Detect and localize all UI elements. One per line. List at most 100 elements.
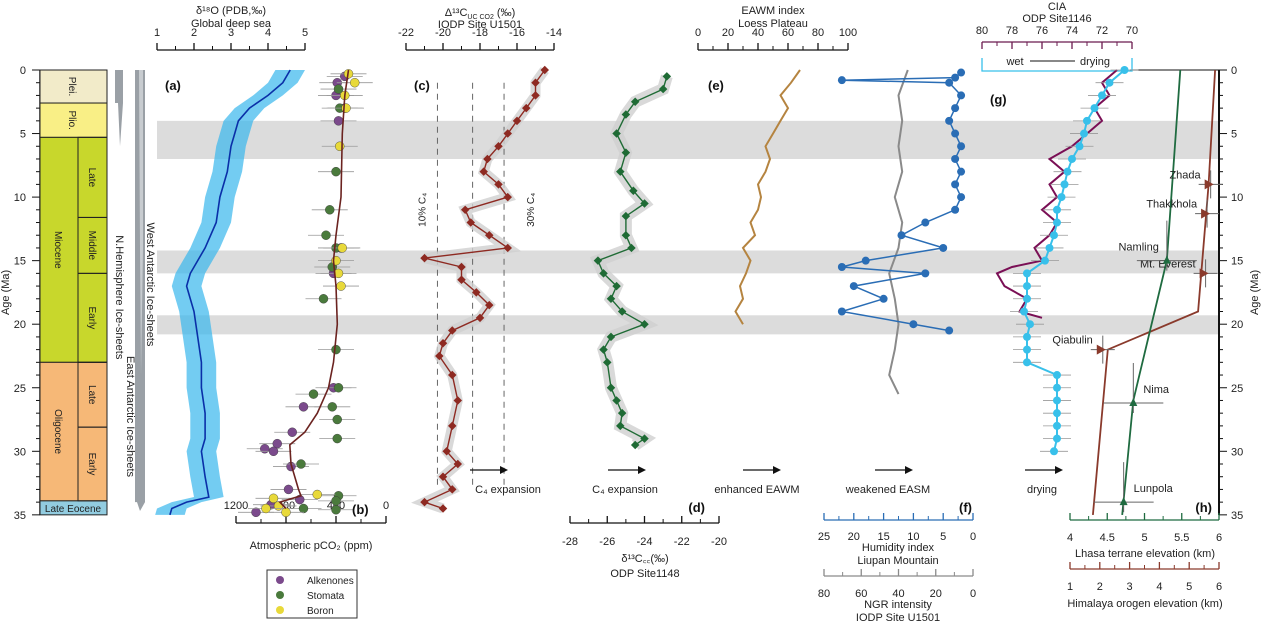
age-tick-label: 10: [1231, 192, 1243, 204]
pco2-point-boron: [336, 281, 346, 291]
axis-tick-label: -18: [472, 27, 488, 39]
himalaya-site-label: Thakkhola: [1146, 199, 1198, 211]
cia-point: [1075, 142, 1084, 151]
ngr-axis: 80 60 40 20 0: [818, 569, 976, 600]
panel-label-f: (f): [959, 500, 972, 515]
age-axis-title: Age (Ma): [1249, 270, 1261, 315]
axis-tick-label: -28: [562, 536, 578, 548]
age-tick-label: 5: [1231, 129, 1237, 141]
legend-swatch-alkenones: [276, 576, 284, 584]
axis-tick-label: 0: [383, 500, 389, 512]
cia-point: [1023, 269, 1031, 278]
c4-arrow-d-head: [638, 466, 646, 474]
age-tick-label: 15: [14, 256, 26, 268]
nh-ice-sheet-label: N.Hemisphere Ice-sheets: [113, 235, 125, 360]
timescale-plei: [39, 69, 108, 104]
c4-arrow-c-head: [500, 466, 508, 474]
timescale-oligocene: [39, 361, 108, 502]
axis-tick-label: 80: [976, 25, 988, 37]
eawm-arrow-head: [773, 466, 781, 474]
cia-point: [1120, 66, 1129, 74]
pco2-point-stomata: [333, 383, 344, 393]
axis-tick-label: 4.5: [1100, 532, 1115, 544]
axis-tick-label: -24: [637, 536, 653, 548]
panel-label-a: (a): [165, 78, 181, 93]
cia-point: [1026, 320, 1034, 329]
cia-point: [1053, 421, 1061, 430]
humidity-point: [957, 193, 966, 202]
delta13c-ec-line: [596, 76, 668, 446]
cia-axis: 80 78 76 74 72 70: [976, 25, 1138, 49]
axis-tick-label: -26: [599, 536, 615, 548]
c4-reference-label: 30% C₄: [526, 193, 537, 227]
delta18o-axis-title: δ¹⁸O (PDB,‰): [196, 5, 266, 17]
humidity-point: [861, 256, 870, 265]
axis-tick-label: 72: [1096, 25, 1108, 37]
axis-tick-label: -14: [546, 27, 562, 39]
legend-label: Boron: [307, 606, 334, 617]
himalaya-site-marker: [1096, 344, 1106, 355]
axis-tick-label: 0: [970, 588, 976, 600]
pco2-point-stomata: [321, 230, 331, 240]
age-tick-label: 30: [1231, 446, 1243, 458]
delta13c-ec-axis-subtitle: ODP Site1148: [610, 568, 679, 580]
panel-label-g: (g): [990, 92, 1007, 107]
axis-tick-label: 5: [1186, 581, 1192, 593]
delta18o-axis-subtitle: Global deep sea: [191, 18, 272, 30]
cia-point: [1060, 180, 1069, 189]
lhasa-site-label: Namling: [1118, 242, 1158, 254]
cia-point: [1020, 307, 1028, 316]
axis-tick-label: 60: [855, 588, 867, 600]
drying-arrow-head: [1055, 466, 1063, 474]
annotation-c4-expansion-c: C₄ expansion: [475, 484, 541, 496]
pco2-point-boron: [273, 501, 284, 511]
axis-tick-label: 2: [191, 27, 197, 39]
lhasa-elevation-axis: 4 4.5 5 5.5 6: [1067, 513, 1222, 544]
title-unit: (‰): [494, 7, 515, 19]
axis-tick-label: 20: [722, 27, 734, 39]
humidity-point: [945, 326, 954, 335]
axis-tick-label: 0: [970, 531, 976, 543]
himalaya-elevation-line: [1092, 69, 1216, 515]
east-antarctic-label: East Antarctic Ice-sheets: [124, 356, 136, 478]
pco2-point-boron: [341, 103, 351, 113]
subdivision-label: Late: [86, 385, 97, 405]
cia-point: [1053, 434, 1061, 443]
cia-point: [1053, 205, 1061, 214]
delta13c-uc-axis-title: Δ¹³CUC CO2 (‰): [445, 7, 515, 21]
age-axis-title: Age (Ma): [0, 270, 12, 315]
wet-label: wet: [1005, 56, 1023, 68]
pco2-point-boron: [337, 243, 347, 253]
lhasa-site-label: Nima: [1143, 384, 1170, 396]
cia-point: [1053, 218, 1061, 227]
humidity-point: [951, 73, 960, 82]
humidity-axis: 25 20 15 10 5 0: [818, 513, 976, 543]
cia-point: [1023, 294, 1031, 303]
eawm-axis-title: EAWM index: [741, 5, 805, 17]
cia-point: [1023, 282, 1031, 291]
gray-band: [157, 315, 1219, 335]
axis-tick-label: 80: [812, 27, 824, 39]
age-tick-label: 5: [20, 129, 26, 141]
humidity-point: [951, 104, 960, 113]
himalaya-site-label: Mt. Everest: [1140, 258, 1196, 270]
humidity-point: [837, 263, 846, 272]
pco2-point-alkenones: [272, 438, 282, 449]
axis-tick-label: -20: [435, 27, 451, 39]
humidity-point: [957, 142, 966, 151]
pco2-point-alkenones: [287, 427, 297, 437]
axis-tick-label: -16: [509, 27, 525, 39]
pco2-point-alkenones: [251, 507, 261, 518]
humidity-point: [837, 76, 846, 85]
cia-point: [1053, 396, 1061, 405]
easm-arrow-head: [905, 466, 913, 474]
annotation-drying: drying: [1027, 484, 1057, 496]
humidity-point: [957, 167, 966, 176]
himalaya-elevation-axis: 1 2 3 4 5 6: [1067, 562, 1222, 593]
delta18o-line: [169, 69, 291, 516]
timescale-label: Miocene: [52, 231, 63, 269]
axis-tick-label: 100: [839, 27, 857, 39]
cia-point: [1053, 371, 1061, 380]
timescale-plio: [39, 102, 108, 138]
pco2-point-stomata: [325, 205, 335, 215]
